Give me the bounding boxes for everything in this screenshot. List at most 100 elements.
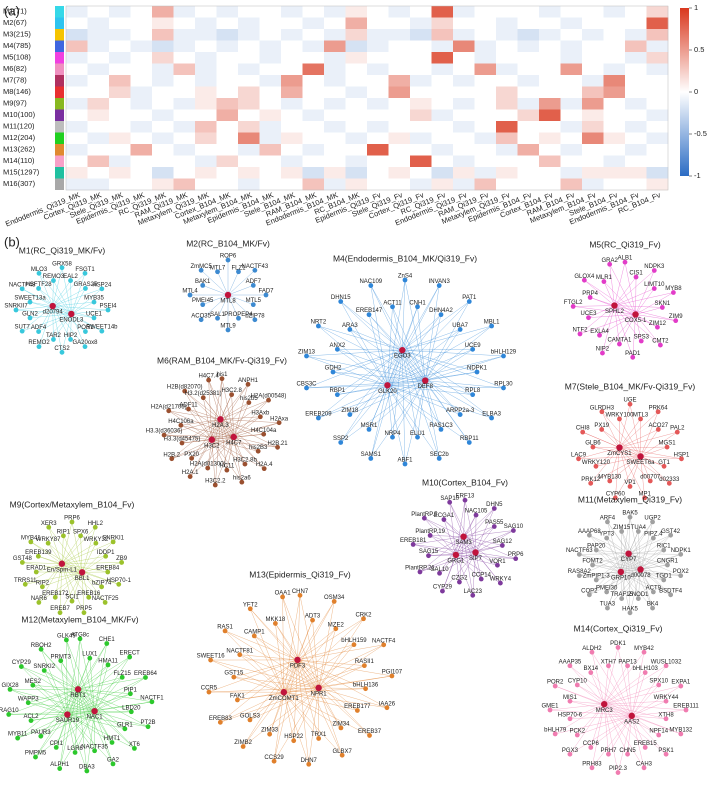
network-edge	[387, 355, 504, 386]
network-edge	[318, 325, 388, 386]
heatmap-cell	[582, 63, 604, 76]
network-edge	[439, 554, 457, 574]
network-node	[104, 641, 110, 646]
heatmap-cell	[259, 144, 282, 156]
network-node	[127, 691, 133, 697]
heatmap-cell	[582, 155, 604, 168]
network-node	[666, 480, 672, 486]
network-edge	[604, 704, 609, 755]
heatmap-cell	[130, 17, 153, 30]
network-edge	[604, 704, 628, 755]
network-edge	[569, 701, 605, 705]
network-edge	[332, 349, 403, 373]
network-edge	[44, 670, 68, 715]
network-edge	[592, 446, 641, 457]
node-label: NPF14	[649, 729, 668, 735]
network-edge	[227, 285, 254, 296]
network-edge	[61, 563, 89, 598]
heatmap-cell	[66, 6, 88, 18]
network-edge	[579, 314, 636, 335]
network-node	[252, 267, 258, 273]
heatmap-cell	[259, 75, 282, 87]
node-label: XTH8	[658, 712, 674, 718]
heatmap-cell	[367, 63, 389, 76]
network-edge	[619, 404, 631, 448]
network-edge	[191, 439, 212, 459]
network-edge	[181, 419, 221, 444]
heatmap-cell	[496, 155, 518, 168]
network-edge	[220, 659, 298, 723]
network-edge	[220, 378, 223, 420]
heatmap-cell	[238, 144, 260, 156]
node-label: TAR2	[46, 333, 62, 339]
network-edge	[402, 350, 440, 459]
row-label: M11(120)	[3, 122, 35, 131]
heatmap-cell	[66, 86, 88, 99]
heatmap-cell	[87, 132, 110, 145]
network-edge	[189, 419, 221, 477]
hub-node	[422, 377, 429, 384]
heatmap-cell	[603, 98, 626, 110]
network-edge	[53, 280, 72, 315]
node-label: COP2	[581, 588, 598, 594]
network-edge	[297, 659, 370, 736]
hub-label: SPHL2	[605, 309, 625, 315]
network-node	[198, 317, 204, 323]
network-node	[28, 718, 34, 723]
row-label: M7(78)	[3, 76, 27, 85]
heatmap-cell	[388, 52, 411, 64]
node-label: HSP70-6	[558, 712, 583, 718]
heatmap-cell	[646, 52, 669, 64]
network-edge	[318, 687, 370, 736]
node-label: H2B.2	[163, 452, 180, 458]
network-node	[389, 673, 395, 679]
heatmap-cell	[496, 63, 518, 76]
heatmap-cell	[539, 155, 561, 168]
network-edge	[627, 715, 632, 755]
heatmap-cell	[388, 109, 411, 122]
network-node	[128, 709, 134, 715]
network-edge	[237, 692, 284, 701]
network-node	[225, 257, 231, 263]
node-label: ALB1	[618, 256, 633, 262]
network-edge	[306, 349, 403, 389]
heatmap-cell	[152, 98, 174, 110]
heatmap-cell	[324, 155, 346, 168]
network-edge	[168, 410, 221, 420]
node-label: FOMT2	[582, 559, 603, 565]
heatmap-cell	[431, 63, 454, 76]
heatmap-cell	[410, 52, 432, 64]
heatmap-cell	[66, 17, 88, 30]
network-node	[605, 605, 610, 611]
node-label: NACTF35	[81, 744, 108, 750]
node-label: CHN7	[292, 589, 309, 595]
row-color	[55, 167, 64, 179]
network-edge	[573, 305, 615, 307]
network-node	[619, 529, 625, 534]
network-edge	[71, 288, 86, 315]
network-node	[447, 499, 453, 505]
network: ZnS4CNH1INVAN3DHN4A2PAT1UBA7MBL1UCE9bHLH…	[297, 253, 517, 467]
network-edge	[555, 715, 632, 735]
network-node	[103, 553, 109, 559]
network-edge	[602, 305, 615, 354]
network-edge	[269, 687, 319, 735]
network-edge	[472, 552, 476, 596]
heatmap-cell	[453, 86, 475, 99]
heatmap-cell	[453, 52, 475, 64]
node-label: DBA3	[79, 765, 95, 771]
network-edge	[640, 456, 645, 498]
network-edge	[604, 704, 646, 748]
network-edge	[443, 519, 464, 537]
heatmap-cell	[646, 17, 669, 30]
network-node	[271, 758, 277, 764]
heatmap-cell	[560, 155, 583, 168]
hub-label: ZmCOMT1	[269, 696, 299, 702]
network-node	[489, 415, 495, 421]
heatmap-cell	[152, 63, 174, 76]
heatmap-cell	[367, 132, 389, 145]
network-edge	[297, 659, 342, 729]
heatmap-cell	[431, 144, 454, 156]
heatmap-cell	[152, 86, 174, 99]
node-label: GT1	[658, 460, 670, 466]
